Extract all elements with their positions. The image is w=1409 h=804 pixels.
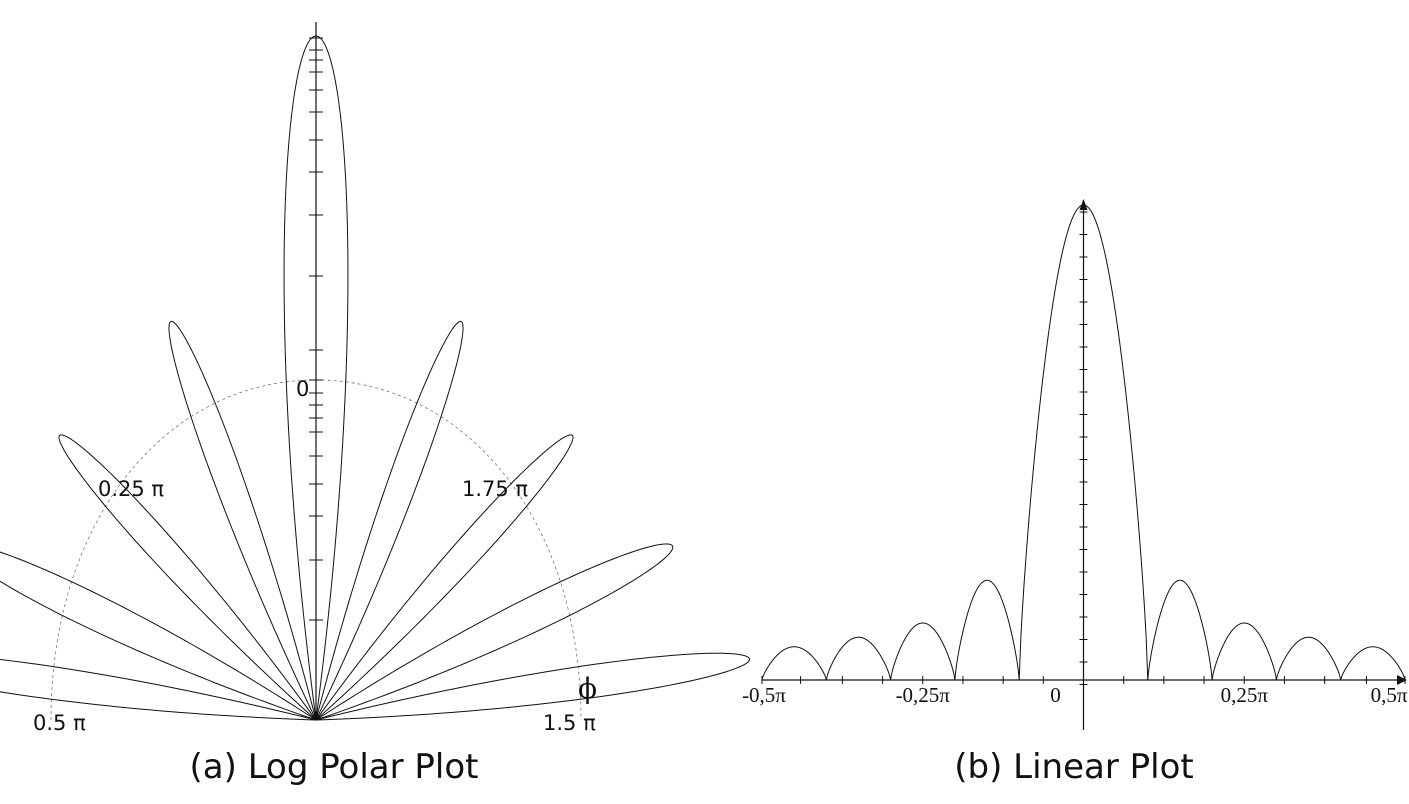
polar-lobe-4 xyxy=(315,434,574,721)
linear-arch-6 xyxy=(1211,622,1277,681)
polar-axis-ticks xyxy=(309,37,323,621)
caption-linear: (b) Linear Plot xyxy=(954,747,1193,787)
angle-label-1-5pi: 1.5 π xyxy=(543,711,596,735)
x-tick-label-0: 0 xyxy=(1050,683,1061,707)
polar-lobe-2 xyxy=(315,320,464,721)
x-tick-label-m0-25pi: -0,25π xyxy=(896,683,951,707)
angle-label-0-25pi: 0.25 π xyxy=(98,477,164,501)
angle-symbol-phi: ϕ xyxy=(578,672,597,705)
x-axis-arrow xyxy=(1397,675,1407,685)
linear-arch-2 xyxy=(890,622,956,681)
polar-lobes xyxy=(0,35,751,721)
polar-lobe-5 xyxy=(0,551,317,721)
linear-arch-8 xyxy=(1340,646,1406,681)
linear-arch-0 xyxy=(761,646,827,681)
polar-lobe-6 xyxy=(315,543,674,721)
y-axis-arrow xyxy=(1079,199,1088,210)
polar-lobe-8 xyxy=(315,652,751,721)
angle-label-1-75pi: 1.75 π xyxy=(462,477,528,501)
angle-label-0-5pi: 0.5 π xyxy=(33,711,86,735)
linear-y-ticks xyxy=(1079,211,1088,685)
polar-lobe-3 xyxy=(58,434,317,721)
x-tick-label-0-25pi: 0,25π xyxy=(1221,683,1269,707)
x-tick-label-m0-5pi: -0,5π xyxy=(742,683,786,707)
linear-plot: -0,5π -0,25π 0 0,25π 0,5π (b) Linear Plo… xyxy=(742,199,1408,787)
polar-lobe-7 xyxy=(0,658,317,721)
angle-label-0: 0 xyxy=(296,377,309,401)
linear-arch-7 xyxy=(1275,636,1342,681)
linear-arch-1 xyxy=(825,636,892,681)
caption-log-polar: (a) Log Polar Plot xyxy=(190,747,479,787)
linear-x-ticks xyxy=(761,676,1406,684)
linear-arch-5 xyxy=(1147,579,1213,681)
log-polar-plot: 0 0.25 π 1.75 π 0.5 π 1.5 π ϕ (a) Log Po… xyxy=(0,22,751,787)
x-tick-label-0-5pi: 0,5π xyxy=(1371,683,1408,707)
polar-lobe-1 xyxy=(168,320,317,721)
linear-arch-3 xyxy=(954,579,1020,681)
